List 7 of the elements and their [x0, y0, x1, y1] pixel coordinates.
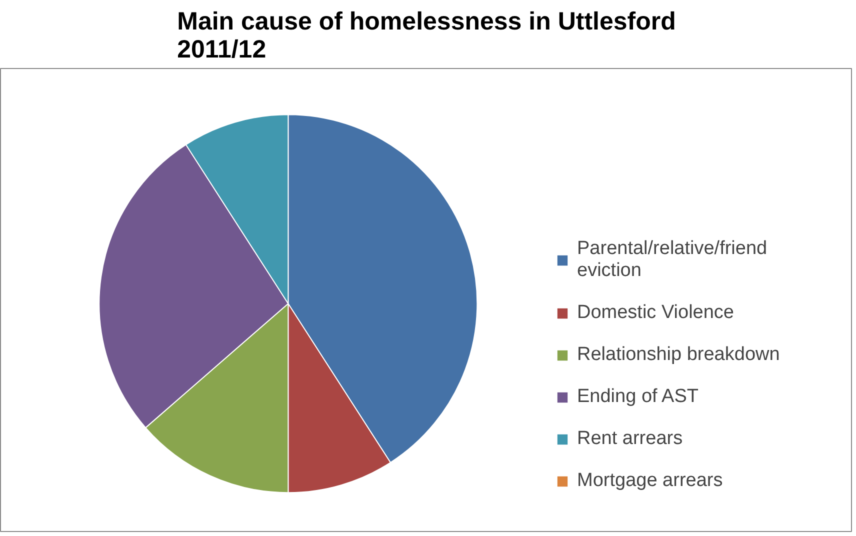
legend-label: Parental/relative/friend eviction: [577, 238, 768, 282]
legend-label: Relationship breakdown: [577, 344, 780, 366]
legend-label: Rent arrears: [577, 428, 683, 450]
legend-label: Ending of AST: [577, 386, 698, 408]
chart-title: Main cause of homelessness in Uttlesford 2011/12: [177, 8, 676, 64]
legend-label: Domestic Violence: [577, 302, 734, 324]
legend-label: Mortgage arrears: [577, 470, 723, 492]
